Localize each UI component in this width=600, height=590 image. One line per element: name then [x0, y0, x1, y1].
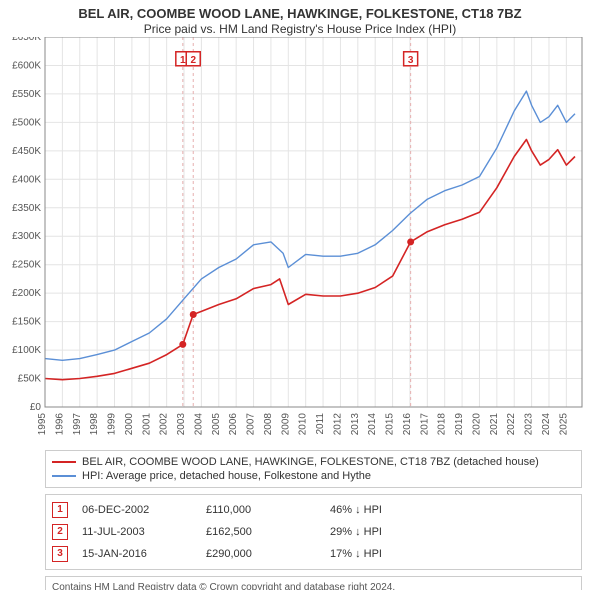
svg-text:2007: 2007: [246, 413, 257, 436]
svg-text:2020: 2020: [471, 413, 482, 436]
attribution-footer: Contains HM Land Registry data © Crown c…: [45, 576, 582, 590]
svg-text:1: 1: [180, 55, 186, 66]
svg-text:£200K: £200K: [12, 288, 41, 299]
sale-event-row: 3 15-JAN-2016 £290,000 17% ↓ HPI: [52, 543, 575, 565]
svg-text:£500K: £500K: [12, 118, 41, 129]
sale-event-row: 1 06-DEC-2002 £110,000 46% ↓ HPI: [52, 499, 575, 521]
legend-swatch: [52, 475, 76, 477]
svg-text:2001: 2001: [141, 413, 152, 436]
svg-text:2023: 2023: [524, 413, 535, 436]
svg-text:2019: 2019: [454, 413, 465, 436]
svg-text:2010: 2010: [298, 413, 309, 436]
svg-text:1997: 1997: [72, 413, 83, 436]
svg-text:£0: £0: [30, 402, 42, 413]
svg-text:2022: 2022: [506, 413, 517, 436]
svg-text:1999: 1999: [107, 413, 118, 436]
legend-item: BEL AIR, COOMBE WOOD LANE, HAWKINGE, FOL…: [52, 455, 575, 469]
svg-text:2024: 2024: [541, 413, 552, 436]
legend-label: BEL AIR, COOMBE WOOD LANE, HAWKINGE, FOL…: [82, 456, 539, 468]
sale-event-price: £110,000: [206, 504, 316, 516]
sale-event-row: 2 11-JUL-2003 £162,500 29% ↓ HPI: [52, 521, 575, 543]
svg-text:1996: 1996: [54, 413, 65, 436]
sale-event-diff: 17% ↓ HPI: [330, 548, 575, 560]
svg-text:2004: 2004: [193, 413, 204, 436]
chart-title-sub: Price paid vs. HM Land Registry's House …: [0, 22, 600, 37]
legend-box: BEL AIR, COOMBE WOOD LANE, HAWKINGE, FOL…: [45, 450, 582, 488]
svg-text:£250K: £250K: [12, 260, 41, 271]
legend-label: HPI: Average price, detached house, Folk…: [82, 470, 371, 482]
svg-text:£300K: £300K: [12, 231, 41, 242]
svg-text:£400K: £400K: [12, 175, 41, 186]
svg-text:2016: 2016: [402, 413, 413, 436]
svg-text:2002: 2002: [159, 413, 170, 436]
sale-event-diff: 46% ↓ HPI: [330, 504, 575, 516]
svg-text:£50K: £50K: [18, 374, 42, 385]
svg-text:2013: 2013: [350, 413, 361, 436]
legend-item: HPI: Average price, detached house, Folk…: [52, 469, 575, 483]
svg-text:£100K: £100K: [12, 345, 41, 356]
price-vs-hpi-line-chart: £0 £50K £100K £150K £200K £250K £300K £350K £400…: [0, 37, 600, 439]
svg-text:2021: 2021: [489, 413, 500, 436]
svg-text:2025: 2025: [558, 413, 569, 436]
svg-text:2017: 2017: [419, 413, 430, 436]
svg-text:2012: 2012: [332, 413, 343, 436]
sale-event-price: £290,000: [206, 548, 316, 560]
svg-text:£150K: £150K: [12, 317, 41, 328]
legend-swatch: [52, 461, 76, 463]
sale-event-date: 06-DEC-2002: [82, 504, 192, 516]
svg-text:£650K: £650K: [12, 37, 41, 43]
svg-text:£350K: £350K: [12, 203, 41, 214]
svg-text:2008: 2008: [263, 413, 274, 436]
svg-text:2006: 2006: [228, 413, 239, 436]
sale-event-marker-icon: 1: [52, 502, 68, 518]
svg-text:2009: 2009: [280, 413, 291, 436]
svg-text:2014: 2014: [367, 413, 378, 436]
svg-text:2000: 2000: [124, 413, 135, 436]
sale-events-box: 1 06-DEC-2002 £110,000 46% ↓ HPI 2 11-JUL-200…: [45, 494, 582, 570]
svg-text:£450K: £450K: [12, 146, 41, 157]
sale-event-marker-icon: 2: [52, 524, 68, 540]
svg-text:2005: 2005: [211, 413, 222, 436]
svg-text:2003: 2003: [176, 413, 187, 436]
footer-line-1: Contains HM Land Registry data © Crown c…: [52, 581, 575, 590]
sale-event-marker-icon: 3: [52, 546, 68, 562]
sale-event-date: 15-JAN-2016: [82, 548, 192, 560]
svg-text:£550K: £550K: [12, 89, 41, 100]
chart-title-main: BEL AIR, COOMBE WOOD LANE, HAWKINGE, FOL…: [0, 6, 600, 22]
svg-text:£600K: £600K: [12, 61, 41, 72]
svg-text:2018: 2018: [437, 413, 448, 436]
svg-text:2011: 2011: [315, 413, 326, 435]
chart-title-block: BEL AIR, COOMBE WOOD LANE, HAWKINGE, FOL…: [0, 0, 600, 37]
sale-event-price: £162,500: [206, 526, 316, 538]
svg-text:1998: 1998: [89, 413, 100, 436]
svg-text:2: 2: [190, 55, 196, 66]
svg-text:1995: 1995: [37, 413, 48, 436]
sale-event-date: 11-JUL-2003: [82, 526, 192, 538]
sale-event-diff: 29% ↓ HPI: [330, 526, 575, 538]
svg-text:2015: 2015: [385, 413, 396, 436]
chart-container: £0 £50K £100K £150K £200K £250K £300K £350K £400…: [0, 37, 600, 444]
svg-text:3: 3: [408, 55, 414, 66]
